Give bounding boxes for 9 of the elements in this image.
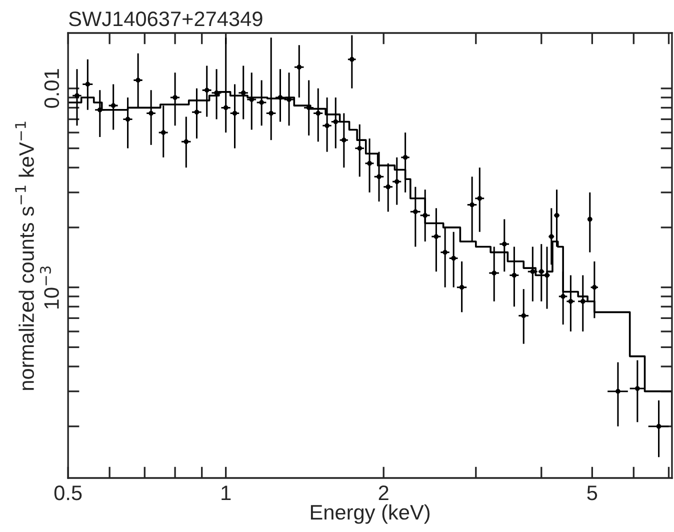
y-axis-title: normalized counts s$^{−1}$ keV$^{−1}$ <box>15 122 34 390</box>
x-tick-label: 0.5 <box>54 485 82 500</box>
y-tick-label: 10$^{−3}$ <box>40 266 59 309</box>
x-tick-label: 1 <box>222 486 231 500</box>
chart-title: SWJ140637+274349 <box>69 11 262 26</box>
y-tick-label: 0.01 <box>44 69 60 108</box>
x-tick-label: 2 <box>378 485 388 500</box>
x-tick-label: 5 <box>587 486 598 500</box>
x-axis-title: Energy (keV) <box>310 504 430 524</box>
